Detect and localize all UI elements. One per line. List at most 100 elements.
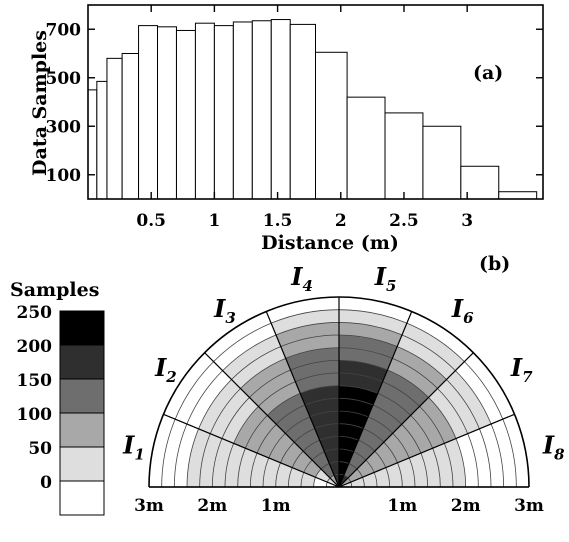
heatmap-cell xyxy=(339,385,378,406)
distance-label: 1m xyxy=(261,496,291,516)
legend-level-label: 150 xyxy=(17,371,53,391)
sector-label-index: 3 xyxy=(225,309,235,327)
distance-label: 2m xyxy=(451,496,481,516)
panel-label-b: (b) xyxy=(479,253,510,275)
legend-swatch xyxy=(59,446,105,482)
heatmap-cell xyxy=(245,415,277,454)
histogram-bar xyxy=(315,51,348,200)
heatmap-cell xyxy=(174,423,199,487)
heatmap-cell xyxy=(275,462,293,487)
sector-label-letter: I xyxy=(374,262,387,291)
sector-label-letter: I xyxy=(213,294,226,323)
sector-label-index: 2 xyxy=(165,368,176,386)
distance-labels: 3m 2m 1m 1m 2m 3m xyxy=(134,496,544,516)
heatmap-cell xyxy=(467,428,491,487)
heatmap-cell xyxy=(221,397,259,444)
heatmap-cell xyxy=(382,369,429,407)
heatmap-cell xyxy=(339,436,359,452)
heatmap-cell xyxy=(387,358,438,398)
heatmap-cell xyxy=(257,424,286,458)
heatmap-cell xyxy=(233,406,268,449)
heatmap-cell xyxy=(343,463,357,479)
x-tick-label: 2 xyxy=(335,211,347,231)
heatmap-cell xyxy=(363,416,393,443)
heatmap-cell xyxy=(258,381,301,416)
heatmap-cell xyxy=(163,352,214,420)
heatmap-cell xyxy=(350,477,365,487)
heatmap-cell xyxy=(410,406,445,449)
heatmap-cell xyxy=(303,460,322,478)
heatmap-cell xyxy=(222,334,281,380)
heatmap-cell xyxy=(288,467,304,487)
heatmap-cell xyxy=(294,428,320,452)
heatmap-cell xyxy=(250,453,269,487)
histogram-bar xyxy=(346,96,386,200)
heatmap-cell xyxy=(464,352,515,420)
heatmap-cell xyxy=(392,424,421,458)
y-axis-label: Data Samples xyxy=(29,30,51,176)
heatmap-cell xyxy=(347,469,363,483)
heatmap-cell xyxy=(204,311,272,362)
histogram-bar xyxy=(213,25,234,200)
heatmap-cell xyxy=(198,379,241,434)
sector-boundary xyxy=(338,352,474,488)
polar-grid xyxy=(148,296,530,488)
heatmap-cell xyxy=(374,467,390,487)
sector-label: I4 xyxy=(290,262,313,295)
heatmap-cell xyxy=(479,423,504,487)
heatmap-cell xyxy=(365,451,386,473)
heatmap-cell xyxy=(437,379,480,434)
histogram-bar xyxy=(87,89,98,200)
heatmap-cell xyxy=(358,428,384,452)
distance-label: 1m xyxy=(387,496,417,516)
legend-swatch xyxy=(59,480,105,516)
sector-label: I6 xyxy=(451,294,474,327)
histogram-bar xyxy=(138,25,159,200)
histogram-bar xyxy=(106,57,123,200)
heatmap-cell xyxy=(402,323,465,371)
heatmap-cell xyxy=(186,370,232,429)
heatmap-cell xyxy=(237,448,258,487)
sector-label-letter: I xyxy=(154,353,167,382)
heatmap-cell xyxy=(339,297,412,324)
heatmap-cell xyxy=(271,309,339,335)
legend-title: Samples xyxy=(10,279,99,301)
heatmap-cell xyxy=(428,388,468,439)
x-tick-label: 0.5 xyxy=(136,211,166,231)
heatmap-cell xyxy=(149,414,176,487)
sector-label: I8 xyxy=(542,430,565,463)
sector-label-index: 7 xyxy=(522,368,533,386)
x-axis-label: Distance (m) xyxy=(261,232,399,254)
sector-label-index: 1 xyxy=(134,445,144,463)
histogram-bar xyxy=(232,21,253,200)
x-tick-label: 1.5 xyxy=(263,211,293,231)
heatmap-cell xyxy=(210,388,250,439)
heatmap-cell xyxy=(392,346,447,389)
y-tick-label: 700 xyxy=(46,20,82,40)
heatmap-cell xyxy=(285,347,339,370)
heatmap-cell xyxy=(285,416,315,443)
heatmap-cell xyxy=(276,405,310,434)
sector-label-index: 6 xyxy=(463,309,474,327)
heatmap-cell xyxy=(263,457,281,487)
heatmap-cell xyxy=(231,346,286,389)
sector-label-letter: I xyxy=(542,430,555,459)
histogram-bar xyxy=(157,26,177,200)
heatmap-cell xyxy=(240,358,291,398)
histogram-bar xyxy=(251,20,272,200)
y-tick-label: 100 xyxy=(46,166,82,186)
heatmap-cell xyxy=(313,477,328,487)
heatmap-cell xyxy=(420,448,441,487)
sector-label: I3 xyxy=(213,294,236,327)
distance-label: 3m xyxy=(134,496,164,516)
legend-swatch xyxy=(59,310,105,346)
sector-label: I5 xyxy=(374,262,397,295)
heatmap-cell xyxy=(397,334,456,380)
legend-level-label: 250 xyxy=(17,303,53,323)
histogram-bar xyxy=(422,125,462,200)
sector-boundary xyxy=(338,413,515,488)
heatmap-cell xyxy=(339,423,364,441)
legend-swatch xyxy=(59,412,105,448)
heatmap-cell xyxy=(314,423,339,441)
